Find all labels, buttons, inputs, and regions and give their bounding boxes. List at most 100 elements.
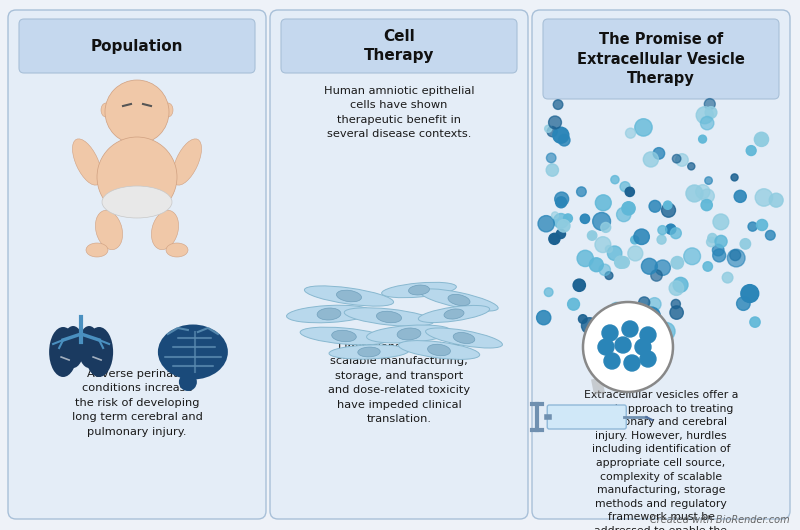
Ellipse shape — [382, 282, 456, 298]
Circle shape — [750, 317, 760, 327]
Ellipse shape — [427, 344, 450, 356]
Circle shape — [712, 244, 724, 256]
Circle shape — [638, 297, 650, 308]
FancyBboxPatch shape — [8, 10, 266, 519]
Circle shape — [606, 245, 613, 253]
Circle shape — [554, 214, 568, 228]
Ellipse shape — [418, 305, 490, 323]
Circle shape — [580, 214, 590, 224]
Circle shape — [640, 351, 656, 367]
Ellipse shape — [397, 328, 421, 340]
Circle shape — [642, 307, 660, 325]
Circle shape — [568, 298, 579, 310]
Circle shape — [610, 303, 623, 316]
Ellipse shape — [78, 326, 100, 368]
Ellipse shape — [86, 243, 108, 257]
Circle shape — [578, 315, 587, 323]
Circle shape — [688, 163, 695, 170]
Circle shape — [577, 187, 586, 197]
Ellipse shape — [97, 137, 177, 217]
Circle shape — [673, 277, 688, 292]
Circle shape — [611, 175, 619, 184]
Circle shape — [734, 190, 746, 202]
Circle shape — [538, 216, 554, 232]
Circle shape — [598, 339, 614, 355]
Circle shape — [698, 135, 706, 143]
Circle shape — [705, 107, 717, 118]
Circle shape — [549, 116, 562, 129]
Circle shape — [741, 285, 758, 303]
Circle shape — [640, 327, 656, 343]
Ellipse shape — [163, 103, 173, 117]
Ellipse shape — [409, 285, 430, 295]
Ellipse shape — [344, 308, 434, 326]
Text: Limitations regarding
scalable manufacturing,
storage, and transport
and dose-re: Limitations regarding scalable manufactu… — [328, 342, 470, 424]
Ellipse shape — [420, 289, 498, 311]
Circle shape — [708, 233, 717, 243]
Circle shape — [626, 128, 635, 138]
Ellipse shape — [317, 308, 341, 320]
FancyBboxPatch shape — [270, 10, 528, 519]
Text: Adverse perinatal
conditions increase
the risk of developing
long term cerebral : Adverse perinatal conditions increase th… — [71, 369, 202, 437]
Circle shape — [630, 236, 639, 244]
Ellipse shape — [377, 311, 402, 323]
Circle shape — [605, 272, 613, 279]
Circle shape — [705, 177, 712, 184]
Circle shape — [556, 197, 566, 208]
Circle shape — [701, 199, 712, 211]
Ellipse shape — [337, 290, 362, 302]
FancyBboxPatch shape — [19, 19, 255, 73]
Text: Cell
Therapy: Cell Therapy — [364, 29, 434, 63]
Circle shape — [545, 125, 552, 132]
Circle shape — [722, 272, 733, 283]
Circle shape — [642, 258, 658, 274]
Ellipse shape — [85, 327, 113, 377]
Circle shape — [669, 281, 683, 295]
Text: Human amniotic epithelial
cells have shown
therapeutic benefit in
several diseas: Human amniotic epithelial cells have sho… — [324, 86, 474, 139]
Circle shape — [647, 317, 660, 329]
Circle shape — [634, 229, 650, 244]
Circle shape — [626, 304, 638, 316]
Circle shape — [635, 312, 648, 325]
Ellipse shape — [173, 139, 202, 185]
Circle shape — [537, 311, 551, 325]
Circle shape — [686, 185, 703, 202]
Circle shape — [556, 229, 566, 239]
Circle shape — [625, 187, 634, 197]
Ellipse shape — [398, 341, 480, 359]
Ellipse shape — [95, 210, 122, 250]
Circle shape — [684, 248, 701, 264]
Text: Created with BioRender.com: Created with BioRender.com — [650, 515, 790, 525]
Circle shape — [666, 224, 676, 234]
Circle shape — [547, 127, 558, 137]
Circle shape — [620, 182, 630, 192]
Circle shape — [701, 117, 714, 130]
Circle shape — [622, 321, 638, 337]
Ellipse shape — [73, 139, 102, 185]
Circle shape — [634, 119, 652, 136]
Circle shape — [770, 193, 783, 207]
Circle shape — [582, 317, 598, 334]
Circle shape — [713, 249, 726, 262]
Circle shape — [703, 262, 713, 271]
Circle shape — [713, 214, 729, 230]
Circle shape — [583, 302, 673, 392]
Circle shape — [671, 257, 683, 269]
Circle shape — [671, 299, 681, 308]
Circle shape — [672, 154, 681, 163]
Circle shape — [748, 222, 757, 231]
Circle shape — [657, 235, 666, 244]
Circle shape — [618, 257, 630, 268]
Ellipse shape — [366, 325, 451, 343]
Ellipse shape — [286, 305, 371, 323]
Circle shape — [754, 132, 769, 146]
Circle shape — [746, 146, 756, 155]
Ellipse shape — [426, 328, 502, 348]
Ellipse shape — [151, 210, 178, 250]
Circle shape — [599, 264, 610, 276]
Circle shape — [658, 226, 667, 235]
Circle shape — [563, 214, 573, 223]
Circle shape — [730, 250, 741, 261]
Ellipse shape — [300, 327, 388, 345]
Circle shape — [737, 297, 750, 311]
